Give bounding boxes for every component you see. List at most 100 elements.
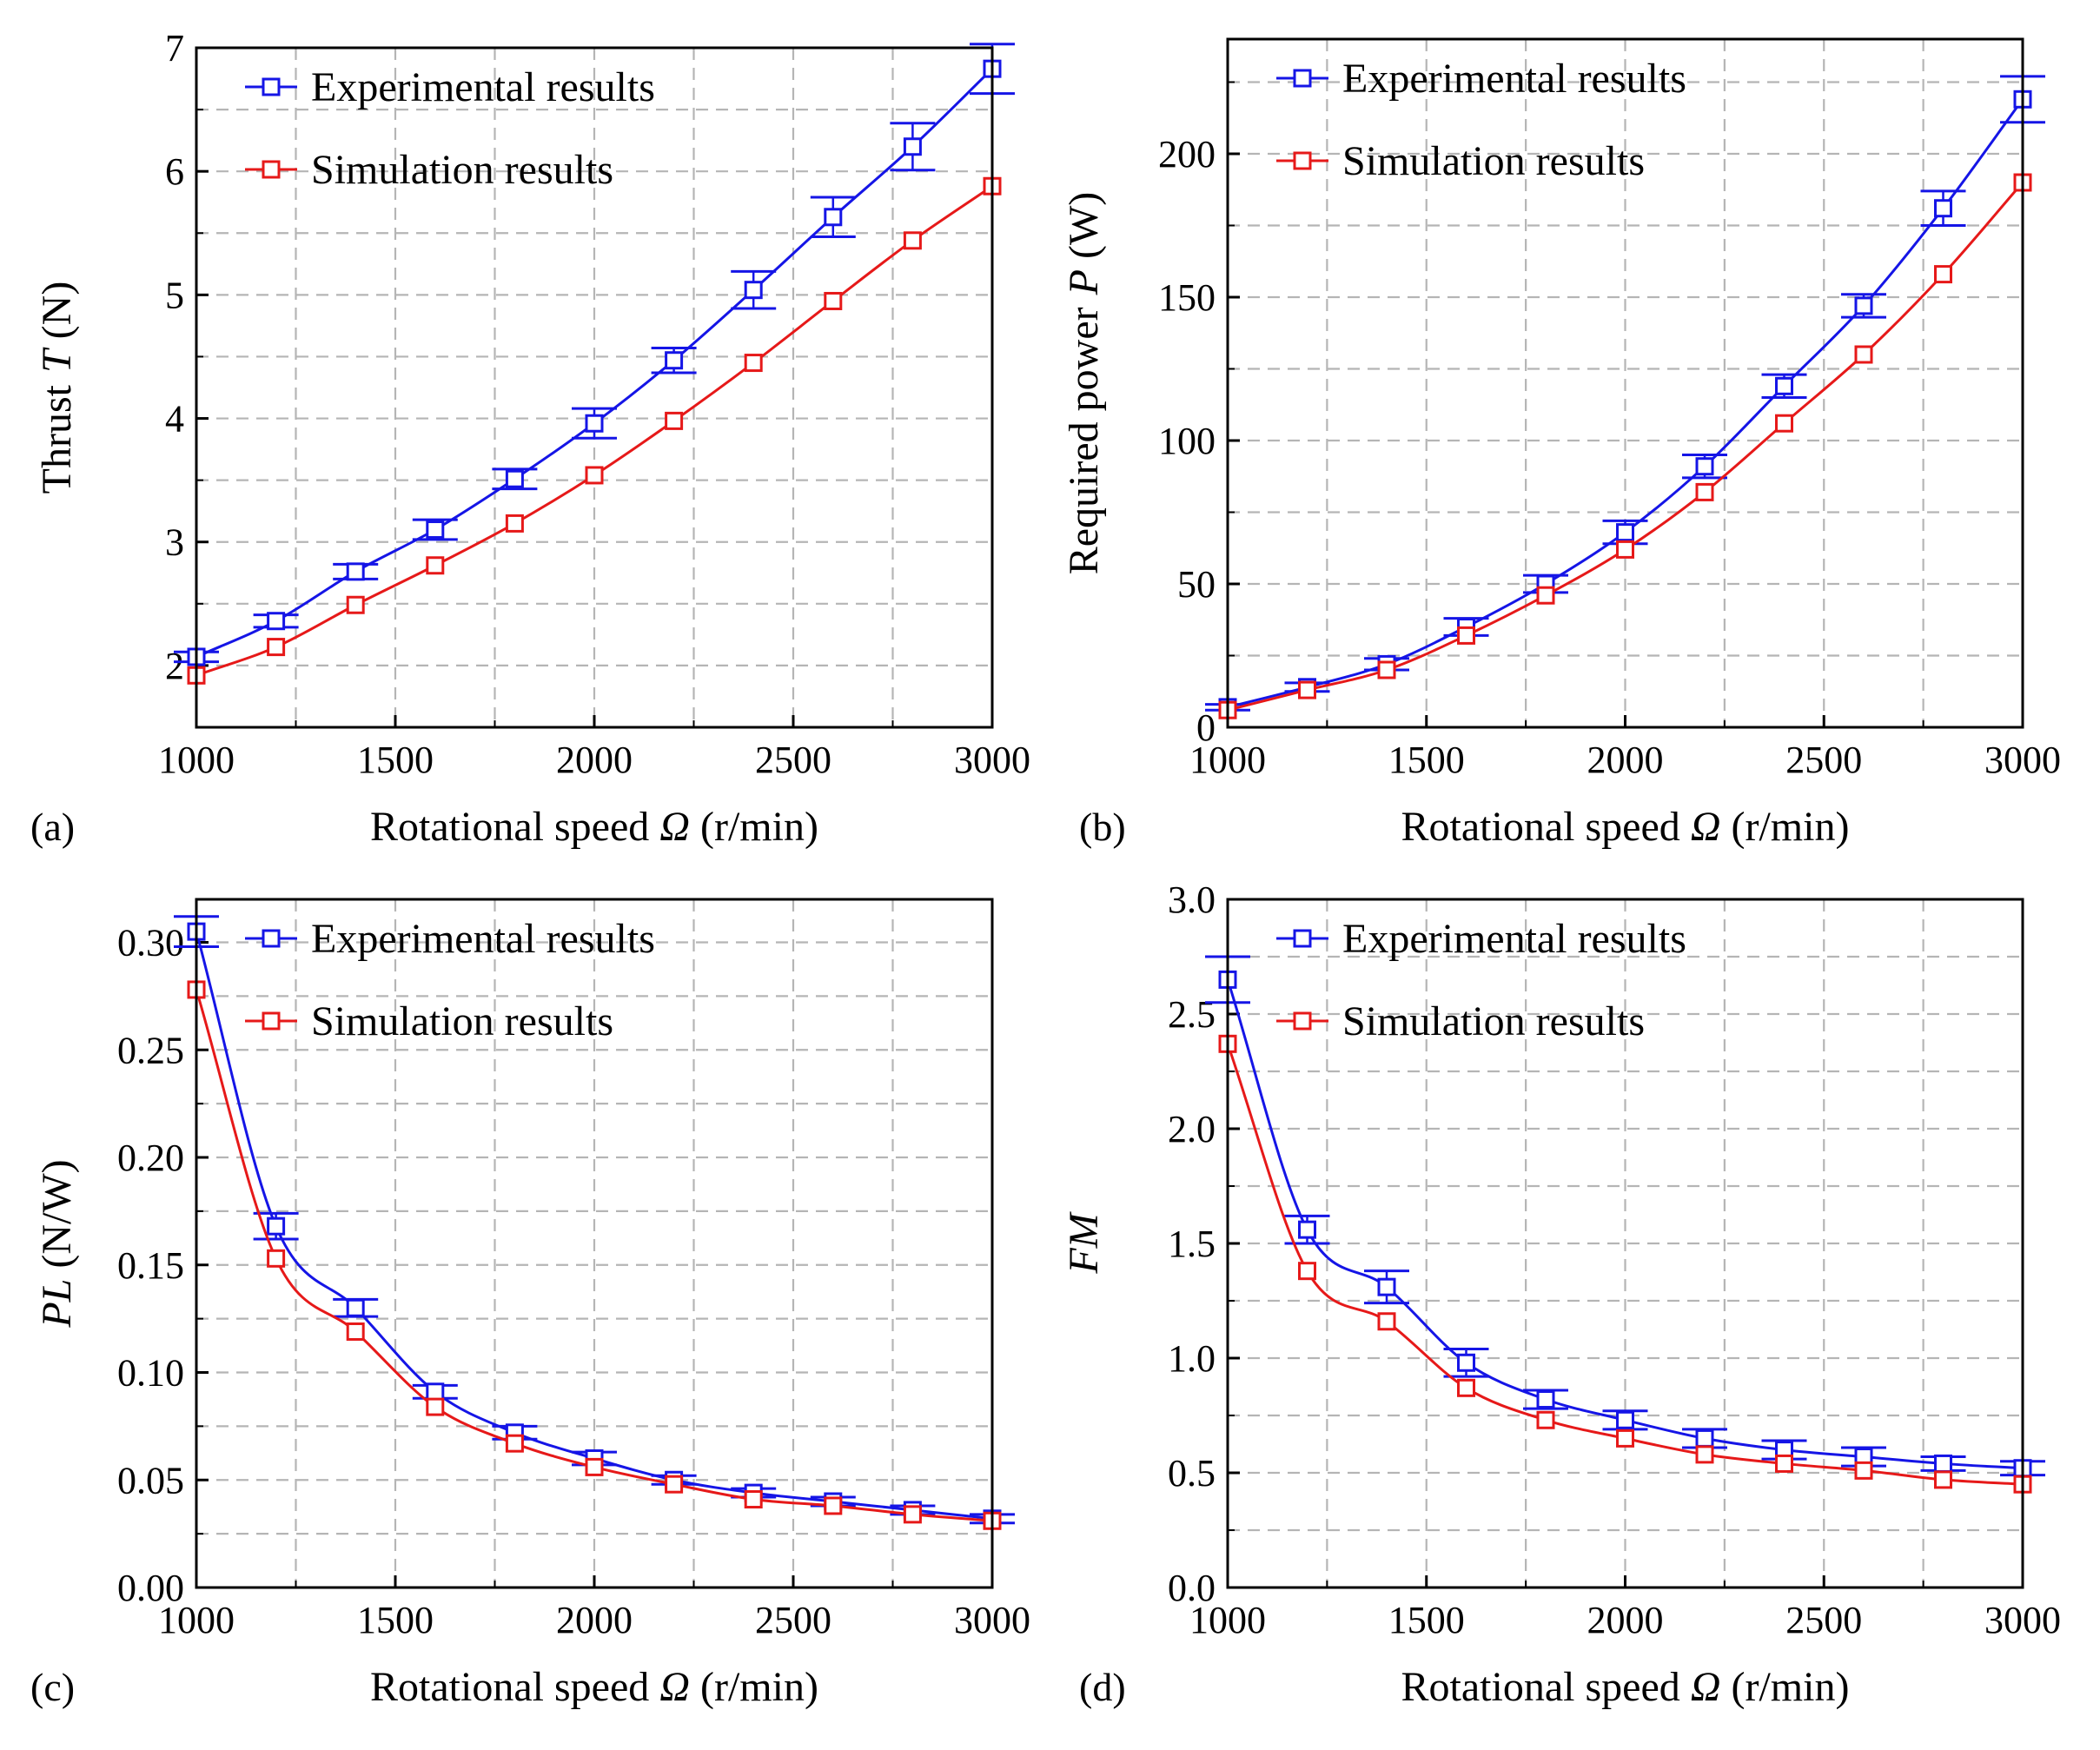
y-tick-label: 7 [165,27,184,70]
data-point [1775,414,1793,433]
x-tick-label: 1000 [158,739,235,781]
x-tick-label: 2500 [1785,1599,1862,1641]
x-tick-label: 1500 [1388,739,1465,781]
y-tick-label: 2.5 [1168,993,1216,1036]
x-axis-title-main: Rotational speed [370,804,649,850]
y-tick-label: 4 [165,398,184,441]
grid [1228,39,2023,727]
x-tick-label: 2500 [755,1599,831,1641]
y-tick-label: 3 [165,521,184,564]
data-point [1616,1429,1634,1448]
series-line [1226,1043,2024,1486]
x-axis-title-main: Rotational speed [370,1664,649,1710]
y-tick-label: 0.15 [117,1244,184,1287]
legend-marker [1293,929,1312,948]
x-tick-label: 3000 [954,1599,1030,1641]
y-axis-title: FM [1061,1210,1107,1274]
y-tick-label: 150 [1158,276,1216,319]
data-point [1854,296,1873,315]
data-point [1298,1262,1316,1281]
data-point [1934,1470,1952,1489]
x-tick-label: 3000 [1984,739,2061,781]
panel-label: (d) [1079,1665,1126,1709]
x-axis-title: Rotational speed Ω (r/min) [1401,1664,1850,1710]
data-point [426,556,445,575]
data-point [1854,345,1873,364]
series-experimental [174,43,1015,666]
data-point [426,1397,445,1416]
x-axis-title: Rotational speed Ω (r/min) [370,1664,818,1710]
data-point [267,612,286,631]
y-tick-label: 2 [165,645,184,687]
y-axis-title: Thrust T (N) [34,282,80,494]
legend-marker [1293,1011,1312,1031]
data-point [744,281,763,300]
plot-frame [1226,898,2024,1589]
x-tick-label: 3000 [954,739,1030,781]
data-point [505,1434,524,1453]
legend-entry-simulation: Simulation results [1276,138,1645,184]
x-tick-label: 2000 [1587,739,1664,781]
x-axis-title-unit: (r/min) [1732,1664,1850,1710]
y-axis-title-unit: (N) [34,282,80,340]
y-axis-title: PL (N/W) [34,1159,80,1328]
data-point [1298,680,1316,699]
data-point [505,469,524,488]
y-axis-title-unit: (N/W) [34,1159,80,1268]
y-tick-label: 50 [1177,563,1216,606]
data-point [585,1457,604,1476]
data-point [665,351,684,370]
data-point [903,231,922,250]
data-point [585,466,604,485]
data-point [1536,586,1555,605]
x-axis-title-symbol: Ω [1691,804,1721,850]
x-axis-title-unit: (r/min) [700,1664,818,1710]
data-point [1695,457,1714,476]
legend-label: Experimental results [1342,916,1686,962]
x-tick-label: 1000 [1189,739,1266,781]
data-point [665,1475,684,1494]
x-tick-label: 2000 [556,1599,633,1641]
y-tick-label: 0.30 [117,922,184,964]
legend-marker [262,929,281,948]
legend-label: Simulation results [1342,998,1645,1044]
data-point [346,1298,365,1317]
y-axis-title-symbol: PL [34,1279,80,1329]
legend-label: Simulation results [1342,138,1645,184]
chart-panel-b: 1000 1500 2000 2500 3000 0 50 100 150 200 Rotation… [1061,37,2061,850]
data-point [744,354,763,373]
data-point [1934,199,1952,218]
x-axis-title-unit: (r/min) [700,804,818,850]
data-point [665,411,684,430]
data-point [1616,523,1634,542]
legend-entry-simulation: Simulation results [1276,998,1645,1044]
data-point [1377,660,1396,679]
x-tick-label: 2500 [755,739,831,781]
data-point [1775,376,1793,395]
data-point [1934,1454,1952,1473]
x-axis-title-unit: (r/min) [1732,804,1850,850]
x-axis-title-symbol: Ω [1691,1664,1721,1710]
y-tick-label: 1.5 [1168,1223,1216,1265]
series-simulation [1218,173,2032,719]
x-tick-label: 1000 [1189,1599,1266,1641]
data-point [585,414,604,433]
data-point [1457,626,1475,645]
y-axis-title-main: Thrust [34,384,80,494]
y-axis-title: Required power P (W) [1061,192,1107,575]
x-tick-label: 1500 [1388,1599,1465,1641]
grid [1228,899,2023,1588]
legend-entry-experimental: Experimental results [1276,916,1686,962]
legend-label: Simulation results [311,147,613,193]
y-tick-label: 6 [165,150,184,193]
data-point [1457,1353,1475,1372]
chart-panel-c: 1000 1500 2000 2500 3000 0.00 0.05 0.10 0.15 0.20… [30,898,1030,1710]
chart-panel-a: 1000 1500 2000 2500 3000 2 3 4 5 6 7 Rotational spe… [30,27,1030,850]
y-tick-label: 0.00 [117,1567,184,1609]
data-point [426,1382,445,1402]
y-tick-label: 0.20 [117,1137,184,1179]
y-tick-label: 100 [1158,420,1216,462]
data-point [346,562,365,581]
x-axis-title-main: Rotational speed [1401,804,1680,850]
